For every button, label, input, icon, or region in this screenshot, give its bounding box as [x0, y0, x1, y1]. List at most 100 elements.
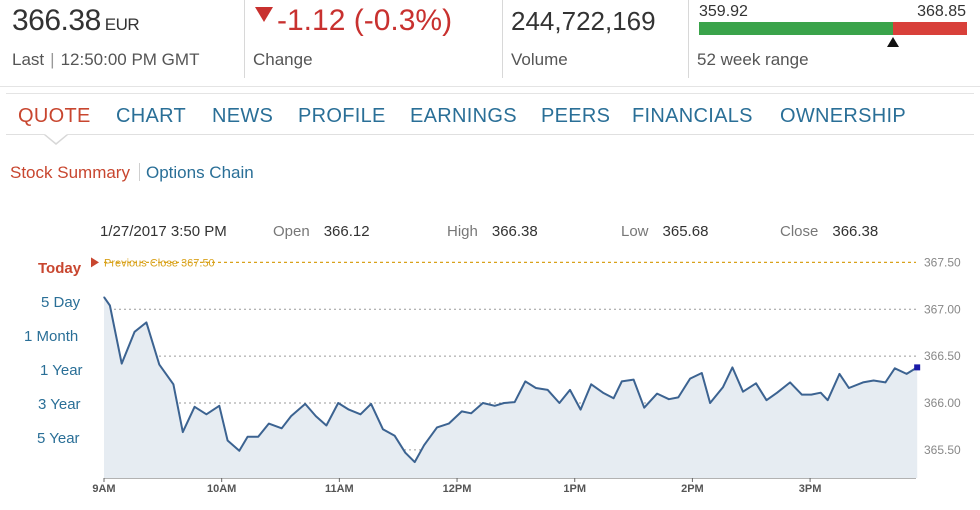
- data-point: [656, 393, 658, 395]
- data-point: [158, 363, 160, 366]
- high-stat: High 366.38: [447, 223, 538, 240]
- options-chain-link[interactable]: Options Chain: [145, 163, 254, 182]
- tab-peers[interactable]: PEERS: [541, 105, 611, 127]
- period-3-year[interactable]: 3 Year: [38, 396, 81, 413]
- data-point: [423, 444, 425, 446]
- data-point: [172, 383, 175, 385]
- data-point: [121, 363, 123, 365]
- x-tick-label: 3PM: [799, 483, 822, 495]
- data-point: [668, 398, 670, 400]
- data-point: [448, 423, 450, 425]
- tab-profile[interactable]: PROFILE: [298, 105, 386, 127]
- previous-close-arrow-icon: [91, 257, 99, 268]
- tab-chart[interactable]: CHART: [116, 105, 187, 127]
- period-1-month[interactable]: 1 Month: [24, 328, 79, 345]
- data-point: [765, 399, 768, 401]
- data-point: [394, 435, 396, 437]
- range-marker-icon: [887, 37, 900, 47]
- data-point: [722, 386, 724, 388]
- range-label: 52 week range: [697, 50, 809, 69]
- data-point: [776, 392, 778, 394]
- data-point: [827, 399, 829, 401]
- price-area: [104, 297, 918, 478]
- tab-ownership[interactable]: OWNERSHIP: [780, 105, 907, 127]
- y-tick-label: 367.50: [924, 255, 961, 269]
- tab-quote[interactable]: QUOTE: [18, 105, 91, 127]
- data-point: [315, 415, 317, 417]
- data-point: [103, 296, 105, 298]
- data-point: [194, 406, 196, 408]
- y-tick-label: 366.50: [924, 349, 961, 363]
- change-block: -1.12 (-0.3%) Change: [244, 0, 502, 78]
- intraday-chart: 365.50 366.00 366.50 367.00 367.50 Previous C…: [91, 255, 961, 495]
- open-value: 366.12: [323, 223, 370, 240]
- data-point: [404, 452, 406, 454]
- low-value: 365.68: [662, 223, 709, 240]
- tab-earnings[interactable]: EARNINGS: [410, 105, 517, 127]
- quote-time: 12:50:00 PM GMT: [60, 50, 200, 69]
- currency: EUR: [104, 15, 140, 34]
- previous-close-label: Previous Close 367.50: [104, 257, 215, 269]
- tab-financials[interactable]: FINANCIALS: [632, 105, 753, 127]
- last-time: Last | 12:50:00 PM GMT: [12, 50, 199, 70]
- data-point: [482, 402, 484, 404]
- data-point: [370, 403, 372, 405]
- last-price-block: 366.38 EUR Last | 12:50:00 PM GMT: [0, 0, 244, 78]
- range-block: 359.92 368.85 52 week range: [688, 0, 980, 78]
- data-point: [290, 415, 292, 417]
- data-point: [382, 428, 384, 430]
- data-point: [304, 403, 306, 405]
- data-point: [677, 396, 679, 398]
- volume-label: Volume: [511, 50, 568, 69]
- data-point: [325, 424, 328, 427]
- data-point: [547, 389, 549, 391]
- data-point: [801, 393, 803, 396]
- data-point: [109, 304, 111, 307]
- data-point: [755, 382, 757, 384]
- data-point: [205, 413, 207, 415]
- data-point: [709, 402, 711, 404]
- close-stat: Close 366.38: [780, 223, 878, 240]
- price-value: 366.38: [12, 4, 101, 37]
- data-point: [461, 410, 463, 413]
- data-point: [848, 387, 850, 389]
- data-point: [884, 381, 887, 383]
- data-point: [257, 436, 259, 438]
- quote-tabs: QUOTE CHART NEWS PROFILE EARNINGS PEERS …: [6, 93, 974, 145]
- period-5-day[interactable]: 5 Day: [41, 294, 81, 311]
- quote-header: 366.38 EUR Last | 12:50:00 PM GMT -1.12 (-0…: [0, 0, 980, 86]
- high-label: High: [447, 223, 478, 240]
- y-tick-label: 365.50: [924, 443, 961, 457]
- chart-marks: [91, 257, 921, 463]
- low-stat: Low 365.68: [621, 223, 708, 240]
- tab-news[interactable]: NEWS: [212, 105, 274, 127]
- data-point: [414, 461, 416, 463]
- data-point: [632, 378, 635, 381]
- data-point: [494, 405, 496, 407]
- period-1-year[interactable]: 1 Year: [40, 362, 83, 379]
- chart-datetime: 1/27/2017 3:50 PM: [100, 223, 227, 240]
- open-stat: Open 366.12: [273, 223, 370, 240]
- open-label: Open: [273, 223, 310, 240]
- data-point: [689, 378, 691, 380]
- range-bar: [699, 22, 967, 35]
- data-point: [731, 366, 734, 368]
- sub-nav: Stock Summary Options Chain: [10, 163, 254, 183]
- range-high: 368.85: [917, 3, 966, 20]
- data-point: [470, 412, 472, 414]
- change-label: Change: [253, 50, 313, 69]
- data-point: [238, 450, 240, 452]
- range-fill: [699, 22, 894, 35]
- range-low: 359.92: [699, 3, 748, 20]
- data-point: [873, 379, 875, 382]
- period-today[interactable]: Today: [38, 260, 82, 277]
- change-value: -1.12 (-0.3%): [255, 4, 452, 38]
- stock-summary-link[interactable]: Stock Summary: [10, 163, 130, 182]
- data-point: [905, 373, 908, 375]
- data-point: [436, 426, 438, 428]
- data-point: [514, 401, 516, 403]
- period-5-year[interactable]: 5 Year: [37, 430, 80, 447]
- separator: [138, 163, 140, 181]
- low-label: Low: [621, 223, 649, 240]
- volume-value: 244,722,169: [511, 6, 656, 36]
